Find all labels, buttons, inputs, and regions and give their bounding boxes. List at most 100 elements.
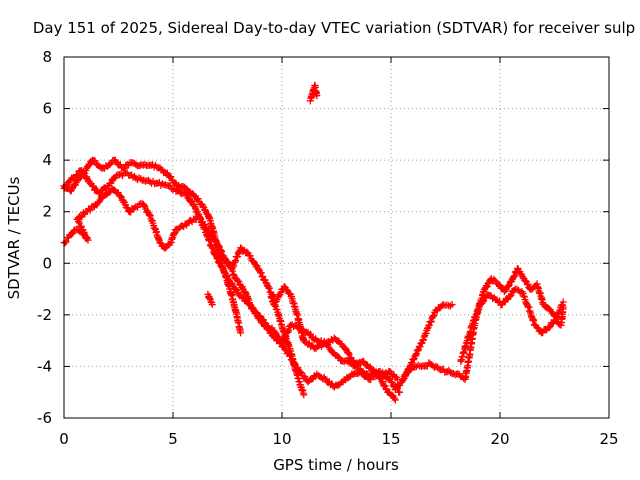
data-point — [199, 202, 207, 210]
data-point — [559, 303, 567, 311]
data-point — [345, 350, 353, 358]
y-tick-label: -2 — [37, 306, 52, 324]
data-point — [77, 213, 85, 221]
data-point — [214, 242, 222, 250]
data-point — [396, 388, 404, 396]
data-point — [520, 292, 528, 300]
data-point — [86, 206, 94, 214]
data-point — [313, 92, 321, 100]
data-point — [545, 324, 553, 332]
data-point — [446, 302, 454, 310]
plot-frame — [63, 56, 610, 419]
data-point — [275, 292, 283, 300]
data-point — [282, 285, 290, 293]
x-tick-label: 25 — [599, 430, 618, 448]
data-point — [89, 182, 97, 190]
data-point — [81, 232, 89, 240]
data-point — [264, 283, 272, 291]
data-point — [212, 238, 220, 246]
x-axis-label: GPS time / hours — [273, 456, 399, 474]
data-point — [524, 302, 532, 310]
data-point — [204, 226, 212, 234]
data-point — [156, 239, 164, 247]
data-point — [117, 192, 125, 200]
data-point — [416, 343, 424, 351]
data-point — [151, 225, 159, 233]
x-tick-label: 10 — [272, 430, 291, 448]
data-point — [237, 329, 245, 337]
data-point — [272, 302, 280, 310]
data-point — [216, 248, 224, 256]
data-point — [117, 170, 125, 178]
data-point — [472, 311, 480, 319]
data-point — [77, 223, 85, 231]
data-point — [239, 294, 247, 302]
y-tick-label: 4 — [42, 151, 52, 169]
data-point — [84, 162, 92, 170]
y-tick-label: -6 — [37, 409, 52, 427]
data-point — [388, 378, 396, 386]
data-point — [112, 172, 120, 180]
data-point — [257, 269, 265, 277]
data-point — [261, 319, 269, 327]
data-point — [510, 273, 518, 281]
data-point — [74, 171, 82, 179]
data-point — [533, 324, 541, 332]
data-point — [268, 294, 276, 302]
data-point — [82, 233, 90, 241]
data-point — [280, 343, 288, 351]
x-tick-label: 5 — [168, 430, 178, 448]
data-point — [95, 190, 103, 198]
data-point — [61, 239, 69, 247]
data-point — [348, 357, 356, 365]
data-point — [490, 275, 498, 283]
data-point — [471, 314, 479, 322]
data-point — [548, 320, 556, 328]
data-point — [76, 222, 84, 230]
data-point — [483, 283, 491, 291]
data-point — [224, 258, 231, 266]
data-point — [75, 219, 83, 227]
data-point — [79, 168, 87, 176]
data-point — [420, 333, 428, 341]
data-point — [146, 211, 154, 219]
y-tick-label: -4 — [37, 357, 52, 375]
data-point — [410, 356, 418, 364]
y-tick-label: 0 — [42, 254, 52, 272]
data-point — [162, 244, 170, 252]
data-point — [391, 396, 399, 404]
x-tick-label: 20 — [490, 430, 509, 448]
data-point — [91, 157, 99, 165]
data-point — [208, 301, 216, 309]
data-point — [220, 255, 228, 263]
data-point — [429, 312, 437, 320]
y-tick-label: 6 — [42, 100, 52, 118]
grid — [64, 57, 609, 418]
data-point — [211, 236, 219, 244]
y-axis-label: SDTVAR / TECUs — [5, 176, 23, 299]
data-point — [522, 277, 530, 285]
data-point — [114, 189, 122, 197]
data-point — [137, 175, 145, 183]
data-point — [448, 301, 456, 309]
data-point — [140, 202, 148, 210]
data-point — [166, 181, 174, 189]
data-point — [145, 210, 153, 218]
data-point — [167, 173, 175, 181]
data-point — [300, 391, 308, 399]
data-point — [334, 353, 342, 361]
data-point — [141, 161, 149, 169]
data-point — [245, 300, 253, 308]
data-point — [379, 381, 387, 389]
data-point — [507, 291, 515, 299]
data-point — [297, 368, 305, 376]
data-point — [479, 298, 487, 306]
data-point — [344, 349, 352, 357]
data-point — [235, 277, 243, 285]
data-point — [347, 354, 355, 362]
chart-title: Day 151 of 2025, Sidereal Day-to-day VTE… — [33, 19, 635, 37]
data-point — [181, 188, 189, 196]
x-tick-label: 0 — [59, 430, 69, 448]
data-point — [265, 284, 273, 292]
